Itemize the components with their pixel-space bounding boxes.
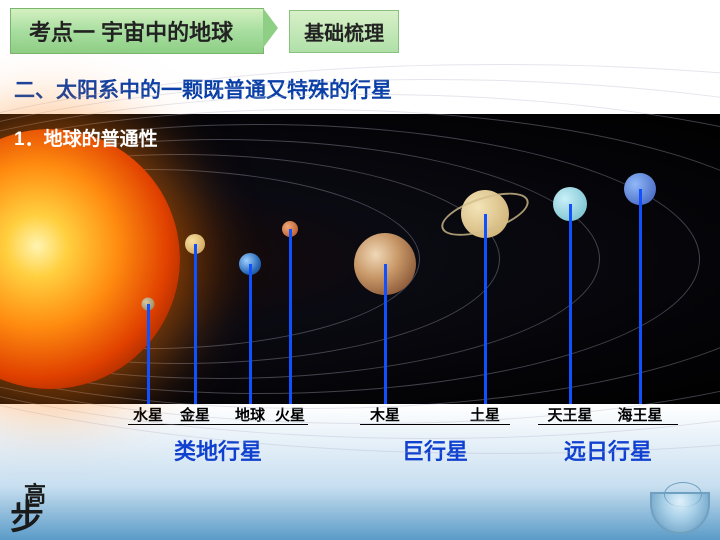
globe-bowl-icon bbox=[650, 492, 710, 534]
solar-system-diagram: 1．地球的普通性 bbox=[0, 114, 720, 404]
leader-line bbox=[639, 189, 642, 404]
header-row: 考点一 宇宙中的地球 基础梳理 bbox=[0, 0, 720, 60]
leader-line bbox=[147, 304, 150, 404]
leader-line bbox=[384, 264, 387, 404]
diagram-title: 1．地球的普通性 bbox=[14, 124, 158, 151]
calligraphy-logo: 高 步 bbox=[10, 486, 46, 534]
topic-tag: 考点一 宇宙中的地球 bbox=[10, 8, 264, 54]
leader-line bbox=[289, 229, 292, 404]
section-tag: 基础梳理 bbox=[289, 10, 399, 53]
footer: 高 步 bbox=[10, 486, 710, 534]
leader-line bbox=[249, 264, 252, 404]
leader-line bbox=[194, 244, 197, 404]
leader-line bbox=[484, 214, 487, 404]
leader-line bbox=[569, 204, 572, 404]
